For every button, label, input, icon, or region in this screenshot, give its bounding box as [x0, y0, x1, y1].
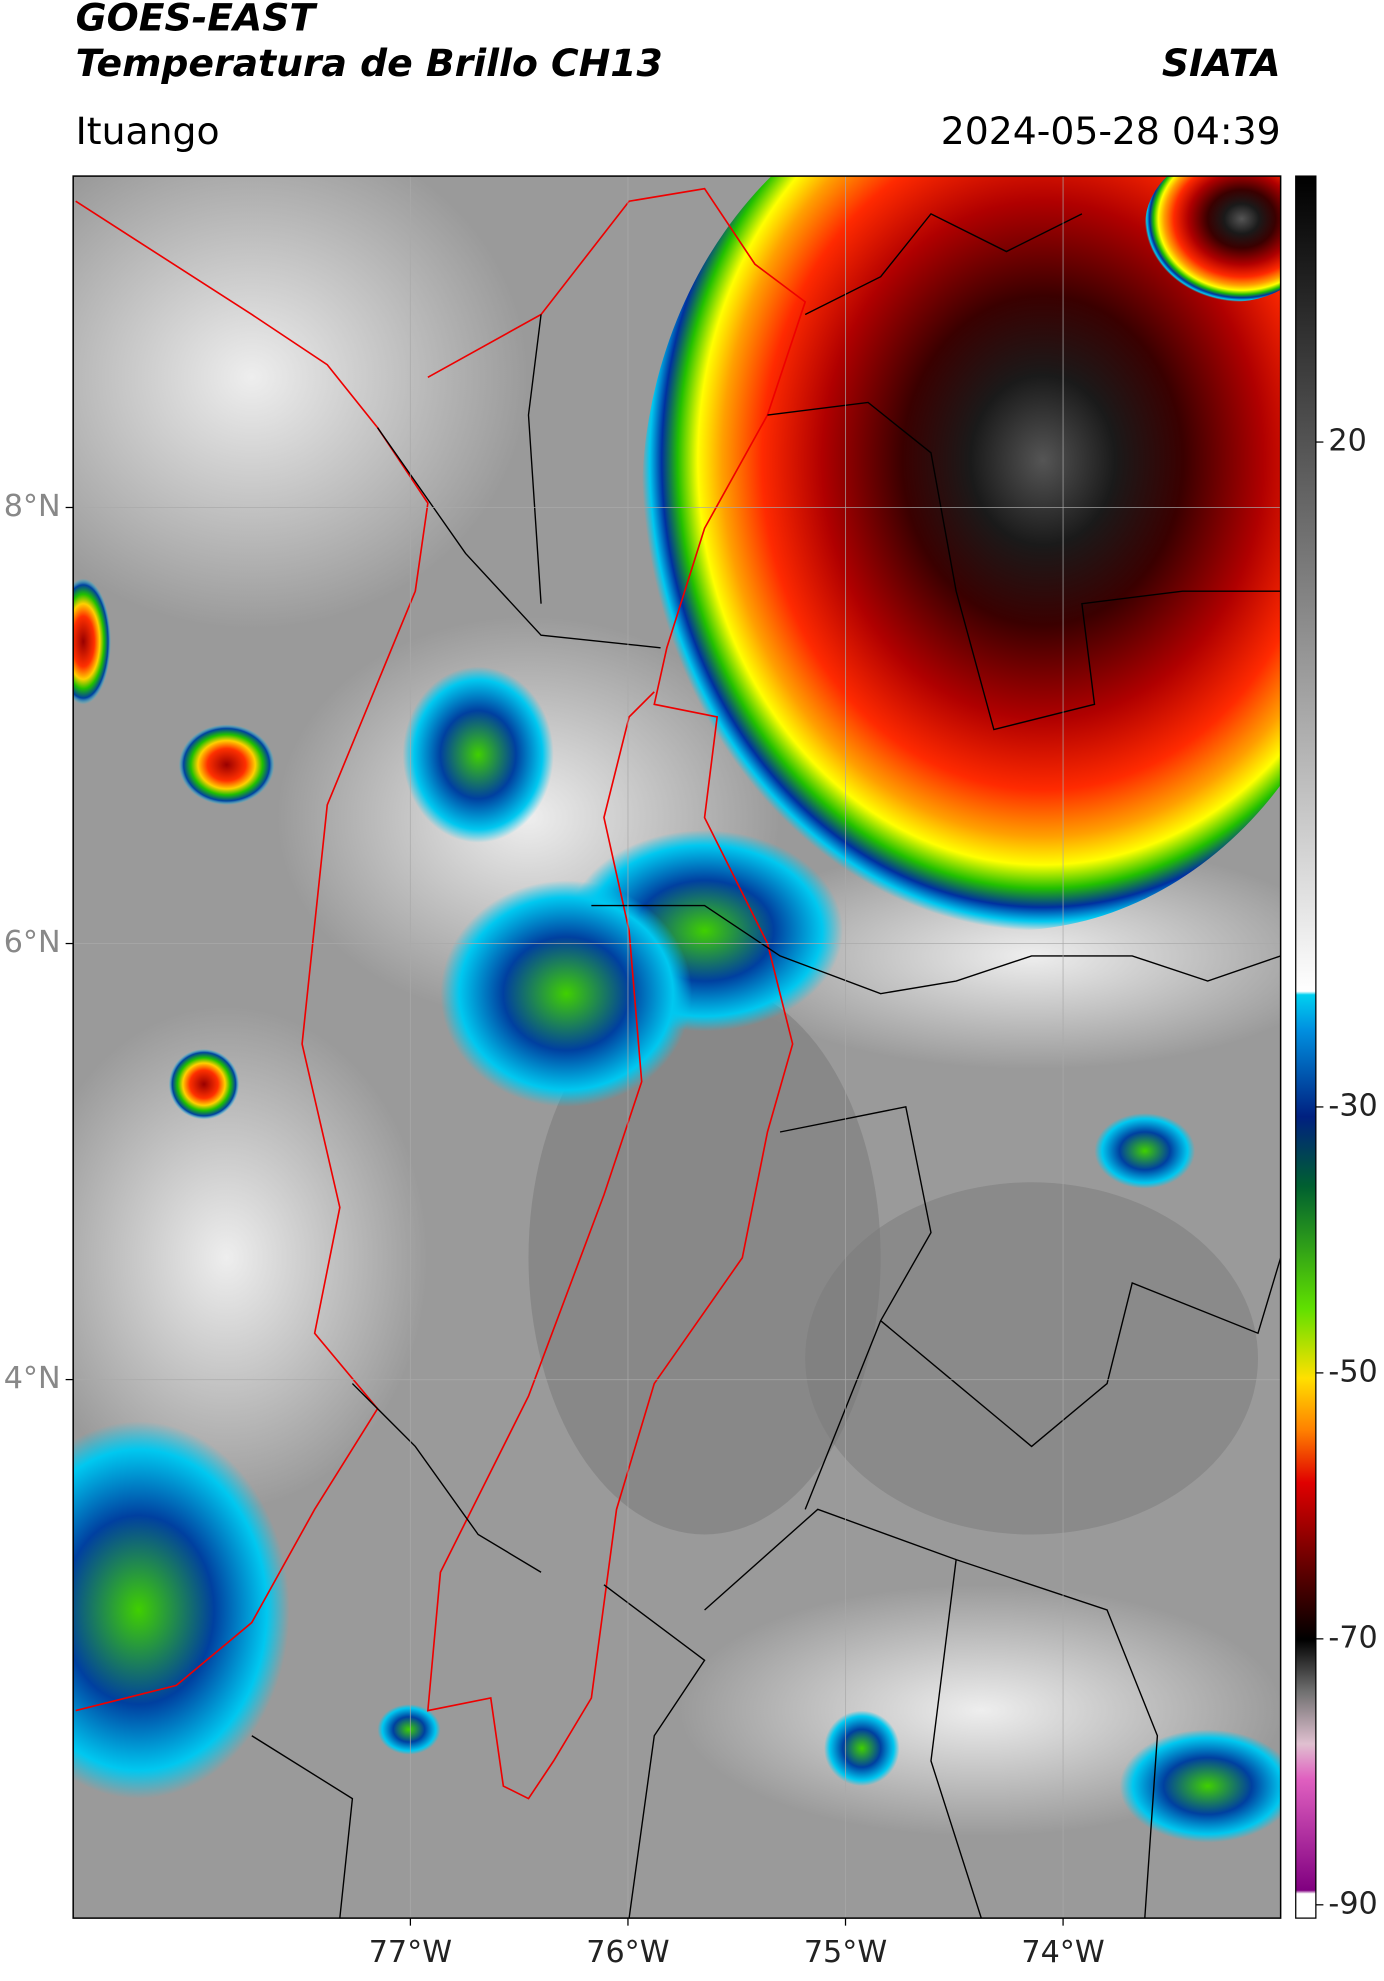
colorbar-tick-label: -50 — [1328, 1354, 1377, 1389]
colorbar — [1295, 175, 1317, 1919]
y-tick-label: 4°N — [4, 1361, 61, 1396]
colorbar-tick-label: -90 — [1328, 1886, 1377, 1921]
x-tick-label: 76°W — [586, 1935, 669, 1970]
map-frame — [72, 175, 1282, 1919]
colorbar-tick-label: -30 — [1328, 1088, 1377, 1123]
timestamp: 2024-05-28 04:39 — [941, 109, 1281, 153]
location: Ituango — [76, 109, 220, 153]
subtitle: Temperatura de Brillo CH13 — [76, 41, 663, 85]
y-tick-label: 8°N — [4, 489, 61, 524]
graticule — [73, 176, 1281, 1919]
source: SIATA — [1162, 41, 1281, 85]
colorbar-tick-label: 20 — [1328, 424, 1366, 459]
y-tick-label: 6°N — [4, 925, 61, 960]
x-tick-label: 77°W — [369, 1935, 452, 1970]
satellite-image — [73, 176, 1281, 1919]
title: GOES-EAST — [76, 0, 319, 40]
x-tick-label: 75°W — [804, 1935, 887, 1970]
colorbar-tick-label: -70 — [1328, 1620, 1377, 1655]
x-tick-label: 74°W — [1021, 1935, 1104, 1970]
